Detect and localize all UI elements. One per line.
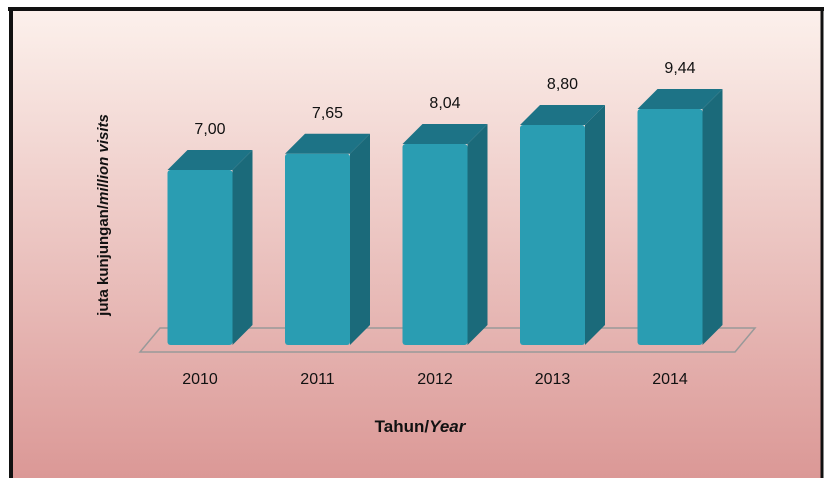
bar-top [520,105,605,125]
bar [402,144,468,345]
bar-side [585,105,605,345]
value-label: 7,65 [312,105,343,122]
y-label-part: million visits [95,114,112,205]
x-axis-label: Tahun/Year [375,417,467,436]
bar [285,153,350,345]
bar [637,109,703,345]
x-tick-label: 2013 [535,371,571,388]
bar [520,125,585,345]
x-tick-label: 2012 [417,371,453,388]
value-label: 7,00 [194,121,225,138]
bar-top [402,124,488,144]
value-label: 8,80 [547,76,578,93]
x-tick-label: 2014 [652,371,688,388]
x-label-part: Year [429,417,467,436]
floor [138,327,757,353]
bar-side [232,150,253,345]
bar-side [702,89,723,345]
bar [167,170,233,345]
x-tick-label: 2010 [182,371,218,388]
x-label-part: Tahun/ [375,417,430,436]
y-axis-label: juta kunjungan/million visits [95,114,112,317]
bar-top [167,150,253,170]
bar-top [285,133,370,154]
bar-side [350,133,370,345]
bar-top [637,89,723,109]
x-tick-label: 2011 [300,371,335,388]
value-label: 8,04 [429,95,460,112]
y-label-part: juta kunjungan/ [95,204,112,317]
value-label: 9,44 [664,60,695,77]
bar-side [467,124,488,345]
